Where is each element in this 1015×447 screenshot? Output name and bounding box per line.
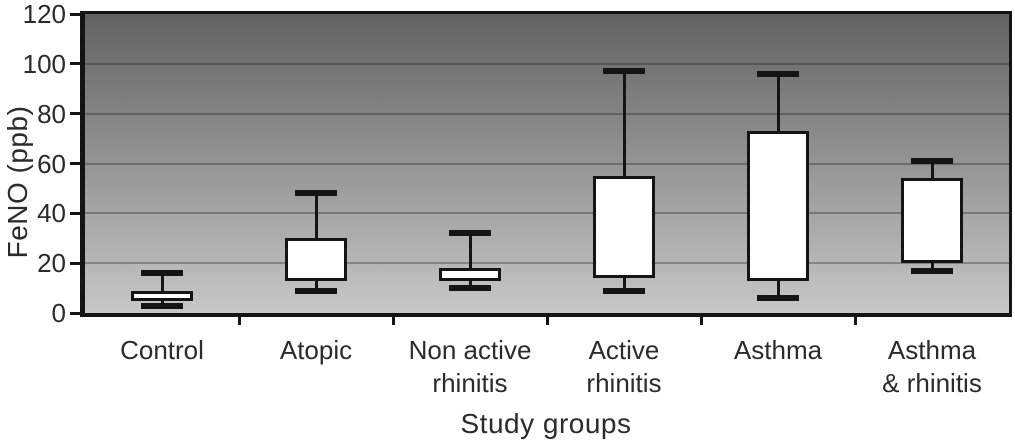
y-tick-label: 60 [37,148,66,179]
category-label: Control [120,335,204,365]
plot-area [80,11,1012,317]
x-axis-tick [545,313,549,325]
whisker-cap-bottom [603,287,645,294]
gridline-20 [85,262,1009,265]
gridline-60 [85,162,1009,165]
y-tick-label: 80 [37,98,66,129]
whisker-cap-top [295,190,337,197]
gridline-80 [85,112,1009,115]
y-tick-label: 0 [51,298,66,328]
y-axis-tick [70,12,80,16]
y-tick-label: 40 [37,198,66,229]
whisker-cap-bottom [141,302,183,309]
box-0 [131,290,193,301]
whisker-cap-top [449,230,491,237]
category-label: Asthma [733,335,823,365]
category-label: Atopic [279,335,353,365]
whisker-cap-bottom [449,285,491,292]
y-axis-tick [70,261,80,265]
box-1 [285,238,347,281]
category-label: Active rhinitis [586,335,662,398]
gridline-100 [85,62,1009,65]
y-tick-label: 20 [37,248,66,279]
x-axis-tick [391,313,395,325]
category-label: Non active rhinitis [408,335,532,398]
whisker-cap-bottom [295,287,337,294]
whisker-line [160,273,164,306]
gridline-40 [85,212,1009,215]
x-axis-tick [699,313,703,325]
whisker-cap-top [141,270,183,277]
whisker-cap-top [911,158,953,164]
whisker-cap-top [757,70,799,77]
x-axis-tick [237,313,241,325]
y-axis-tick [70,62,80,66]
whisker-cap-top [603,68,645,75]
box-3 [593,175,655,279]
box-2 [439,268,501,281]
x-axis-tick [853,313,857,325]
y-axis-tick [70,162,80,165]
y-tick-label: 100 [22,48,66,79]
whisker-cap-bottom [757,295,799,302]
y-axis-tick [70,211,80,215]
box-5 [901,178,963,264]
y-axis-tick [70,112,80,116]
category-label: Asthma & rhinitis [882,335,982,398]
y-axis-tick [70,311,80,315]
y-tick-label: 120 [22,0,66,29]
whisker-line [468,233,472,289]
x-axis-title: Study groups [460,408,632,439]
whisker-cap-bottom [911,267,953,274]
box-4 [747,131,809,281]
